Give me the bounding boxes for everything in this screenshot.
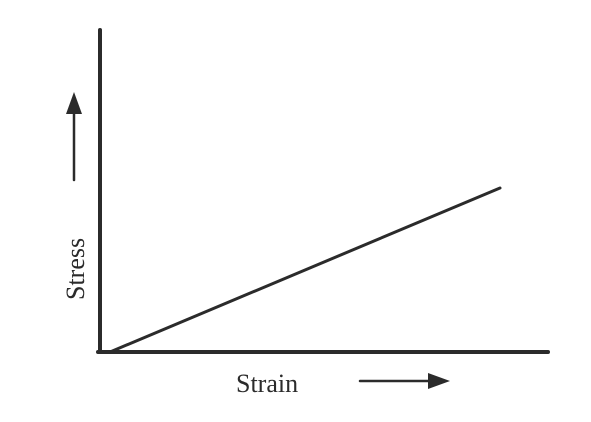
stress-strain-line [108, 186, 502, 354]
x-axis-label: Strain [236, 369, 298, 398]
y-axis-label: Stress [61, 238, 90, 300]
y-direction-arrow-icon [66, 92, 82, 182]
x-direction-arrow-icon [358, 373, 450, 389]
